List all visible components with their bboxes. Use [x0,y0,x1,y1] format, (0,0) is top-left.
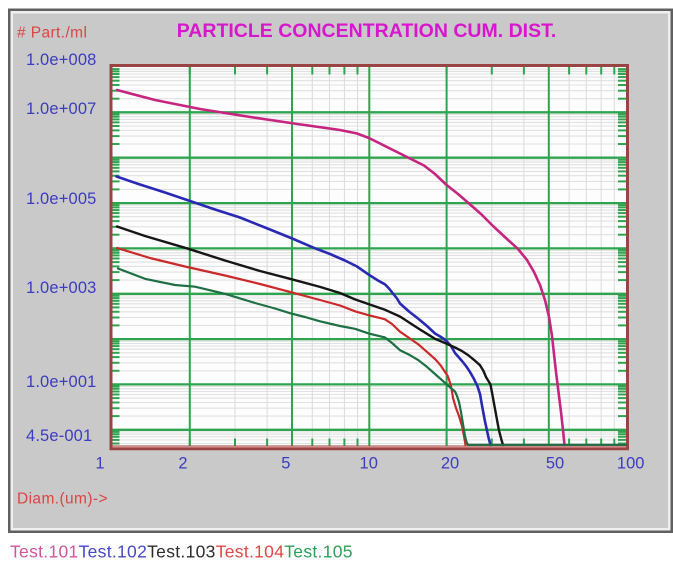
svg-text:1: 1 [95,455,104,473]
svg-text:100: 100 [617,455,645,473]
svg-text:1.0e+008: 1.0e+008 [26,51,96,69]
svg-text:1.0e+001: 1.0e+001 [26,373,96,391]
svg-text:4.5e-001: 4.5e-001 [26,427,92,445]
svg-text:20: 20 [441,455,459,473]
svg-text:10: 10 [360,455,378,473]
svg-text:Diam.(um)->: Diam.(um)-> [17,491,108,508]
svg-text:2: 2 [178,455,187,473]
svg-text:Test.101Test.102Test.103Test.1: Test.101Test.102Test.103Test.104Test.105 [10,542,353,562]
svg-text:1.0e+005: 1.0e+005 [26,190,96,208]
svg-text:50: 50 [546,455,564,473]
svg-text:1.0e+007: 1.0e+007 [26,100,96,118]
svg-text:# Part./ml: # Part./ml [17,25,87,42]
svg-text:PARTICLE CONCENTRATION CUM. DI: PARTICLE CONCENTRATION CUM. DIST. [177,20,557,42]
svg-text:5: 5 [281,455,290,473]
svg-text:1.0e+003: 1.0e+003 [26,279,96,297]
